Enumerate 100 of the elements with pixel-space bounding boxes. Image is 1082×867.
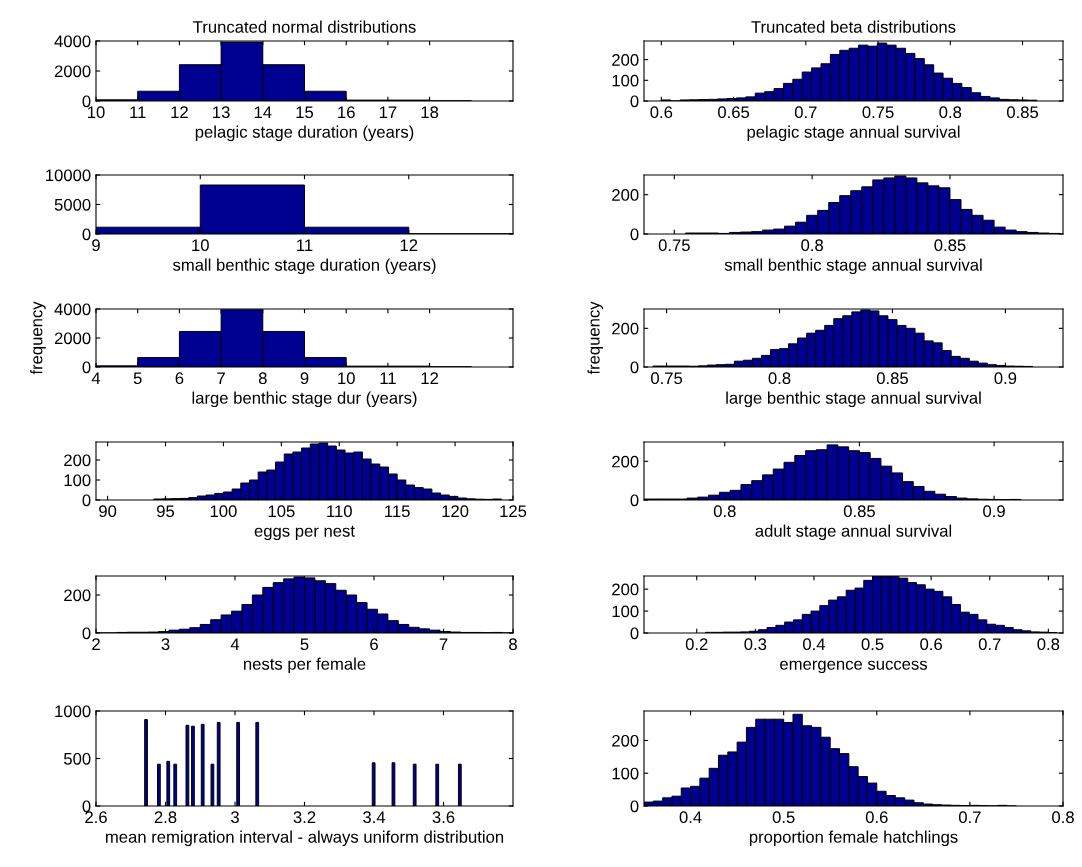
x-tick-label: 4 — [91, 372, 101, 384]
x-tick-label: 4 — [230, 638, 240, 650]
x-tick-label: 17 — [379, 106, 397, 118]
x-axis-title: eggs per nest — [254, 525, 355, 541]
y-tick-label: 200 — [64, 454, 91, 467]
x-tick-label: 7 — [439, 638, 448, 650]
y-tick-label: 4000 — [54, 35, 91, 48]
x-tick-label: 11 — [380, 372, 396, 384]
y-tick-label: 0 — [82, 800, 91, 813]
x-tick-label: 90 — [99, 505, 117, 518]
x-tick-label: 5 — [133, 372, 142, 385]
x-tick-label: 2.8 — [154, 811, 177, 824]
x-tick-label: 0.6 — [650, 106, 673, 119]
x-axis-title: small benthic stage duration (years) — [172, 258, 436, 275]
x-tick-label: 0.2 — [685, 638, 708, 651]
y-tick-label: 2000 — [54, 332, 91, 345]
x-tick-label: 110 — [327, 505, 352, 518]
y-axis-title: frequency — [30, 301, 46, 375]
x-tick-label: 14 — [254, 106, 272, 118]
x-tick-label: 0.3 — [744, 638, 767, 651]
x-tick-label: 115 — [385, 505, 410, 518]
x-tick-label: 0.8 — [801, 239, 824, 252]
x-tick-label: 0.75 — [651, 372, 683, 385]
y-tick-label: 0 — [630, 800, 639, 813]
y-tick-label: 0 — [630, 228, 639, 241]
x-axis-title: pelagic stage annual survival — [747, 125, 960, 142]
y-tick-label: 200 — [612, 322, 639, 335]
x-tick-label: 95 — [157, 505, 175, 518]
x-tick-label: 0.7 — [794, 106, 817, 119]
y-tick-label: 500 — [64, 752, 91, 765]
x-axis-title: small benthic stage annual survival — [724, 258, 982, 275]
x-tick-label: 2.6 — [85, 811, 107, 824]
y-tick-label: 4000 — [54, 303, 91, 316]
x-tick-label: 0.65 — [718, 106, 750, 119]
y-tick-label: 200 — [612, 583, 639, 596]
x-tick-label: 3 — [161, 638, 170, 651]
x-axis-title: emergence success — [780, 660, 928, 674]
y-tick-label: 100 — [612, 767, 639, 780]
y-tick-label: 0 — [630, 627, 639, 640]
y-tick-label: 200 — [612, 455, 639, 468]
x-tick-label: 13 — [213, 106, 230, 119]
y-tick-label: 200 — [612, 734, 639, 747]
x-tick-label: 0.8 — [1052, 811, 1074, 824]
x-tick-label: 9 — [300, 372, 309, 385]
x-tick-label: 0.9 — [994, 372, 1017, 385]
x-tick-label: 11 — [297, 239, 313, 251]
x-tick-label: 125 — [500, 505, 527, 518]
x-axis-title: proportion female hatchlings — [749, 830, 958, 847]
x-axis-title: adult stage annual survival — [755, 524, 952, 541]
x-tick-label: 0.85 — [843, 505, 875, 518]
x-tick-label: 10 — [338, 372, 355, 385]
y-tick-label: 1000 — [55, 705, 91, 718]
y-tick-label: 0 — [630, 494, 639, 507]
x-tick-label: 3.6 — [432, 811, 455, 824]
x-tick-label: 0.8 — [1037, 638, 1060, 651]
x-tick-label: 12 — [421, 372, 439, 384]
x-axis-title: nests per female — [244, 657, 366, 674]
x-tick-label: 10 — [88, 106, 105, 119]
x-tick-label: 6 — [175, 372, 184, 385]
y-tick-label: 0 — [82, 627, 91, 640]
x-tick-label: 0.8 — [939, 106, 962, 119]
x-tick-label: 100 — [210, 505, 237, 518]
x-tick-label: 11 — [130, 106, 146, 118]
x-tick-label: 0.4 — [679, 811, 702, 824]
x-tick-label: 0.85 — [1006, 106, 1039, 119]
x-tick-label: 0.7 — [978, 638, 1001, 651]
x-tick-label: 120 — [442, 505, 469, 518]
x-tick-label: 0.4 — [803, 638, 826, 651]
y-tick-label: 10000 — [46, 169, 91, 182]
x-tick-label: 0.9 — [983, 505, 1005, 518]
y-tick-label: 0 — [82, 95, 91, 108]
y-tick-label: 100 — [612, 605, 639, 618]
y-tick-label: 0 — [82, 228, 91, 241]
x-tick-label: 7 — [217, 372, 225, 384]
x-tick-label: 10 — [192, 239, 209, 252]
x-tick-label: 0.6 — [920, 638, 942, 651]
x-tick-label: 16 — [338, 106, 355, 119]
x-axis-title: large benthic stage annual survival — [726, 391, 981, 408]
x-axis-title: pelagic stage duration (years) — [195, 125, 414, 142]
x-tick-label: 0.6 — [865, 811, 888, 824]
x-tick-label: 6 — [370, 638, 378, 651]
x-tick-label: 0.75 — [658, 239, 690, 252]
x-axis-title: large benthic stage dur (years) — [192, 391, 417, 408]
chart-title: Truncated normal distributions — [193, 20, 416, 33]
x-tick-label: 105 — [268, 505, 295, 518]
x-tick-label: 0.5 — [861, 638, 884, 651]
y-tick-label: 0 — [82, 361, 91, 374]
y-axis-title: frequency — [587, 301, 603, 375]
y-tick-label: 200 — [612, 189, 639, 201]
x-tick-label: 5 — [300, 638, 309, 651]
x-tick-label: 2 — [92, 638, 100, 650]
x-tick-label: 0.85 — [934, 239, 966, 252]
chart-title: Truncated beta distributions — [751, 20, 956, 33]
x-tick-label: 8 — [258, 372, 267, 385]
x-tick-label: 3.4 — [363, 811, 386, 824]
x-tick-label: 0.8 — [713, 505, 736, 518]
y-tick-label: 2000 — [54, 65, 91, 78]
x-tick-label: 0.5 — [772, 811, 795, 824]
x-tick-label: 3 — [231, 811, 239, 824]
x-tick-label: 3.2 — [293, 811, 316, 824]
